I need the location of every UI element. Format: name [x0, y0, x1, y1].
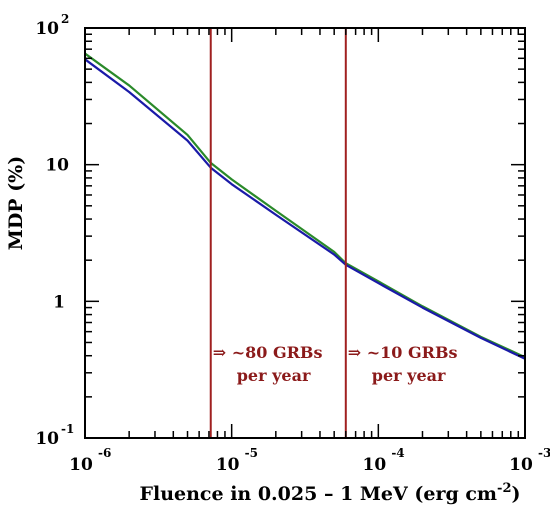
annotation-line2-1: per year: [237, 366, 311, 385]
vertical-lines-layer: [209, 28, 347, 438]
annotation-line2-2: per year: [372, 366, 446, 385]
ticks-layer: [84, 28, 525, 439]
x-tick-label-exponent: -4: [391, 446, 404, 460]
series-line-2: [84, 58, 526, 360]
x-tick-label-exponent: -3: [538, 446, 550, 460]
y-tick-label: 10: [35, 429, 59, 449]
y-tick-label: 1: [53, 292, 65, 312]
x-tick-label: 10: [362, 455, 386, 475]
x-tick-label-exponent: -5: [245, 446, 258, 460]
y-tick-label-exponent: 2: [61, 12, 69, 26]
x-tick-label-exponent: -6: [98, 446, 111, 460]
x-axis-title-close: ): [512, 483, 521, 505]
x-axis-title-main: Fluence in 0.025 – 1 MeV (erg cm: [140, 483, 498, 505]
x-tick-label: 10: [216, 455, 240, 475]
plot-frame: [84, 27, 526, 439]
series-line-1: [84, 52, 526, 359]
x-tick-label: 10: [69, 455, 93, 475]
annotations-layer: ⇒ ~80 GRBs per year ⇒ ~10 GRBs per year: [213, 343, 458, 385]
series-layer: [84, 52, 526, 360]
annotation-line1-1: ⇒ ~80 GRBs: [213, 343, 323, 362]
x-axis-title-exp: -2: [497, 481, 511, 496]
x-tick-label: 10: [509, 455, 533, 475]
y-tick-label-exponent: -1: [61, 422, 74, 436]
x-axis-title: Fluence in 0.025 – 1 MeV (erg cm-2): [140, 481, 521, 505]
y-tick-label: 10: [35, 19, 59, 39]
annotation-line1-2: ⇒ ~10 GRBs: [348, 343, 458, 362]
y-tick-label: 10: [45, 156, 69, 176]
y-axis-title: MDP (%): [5, 156, 27, 250]
